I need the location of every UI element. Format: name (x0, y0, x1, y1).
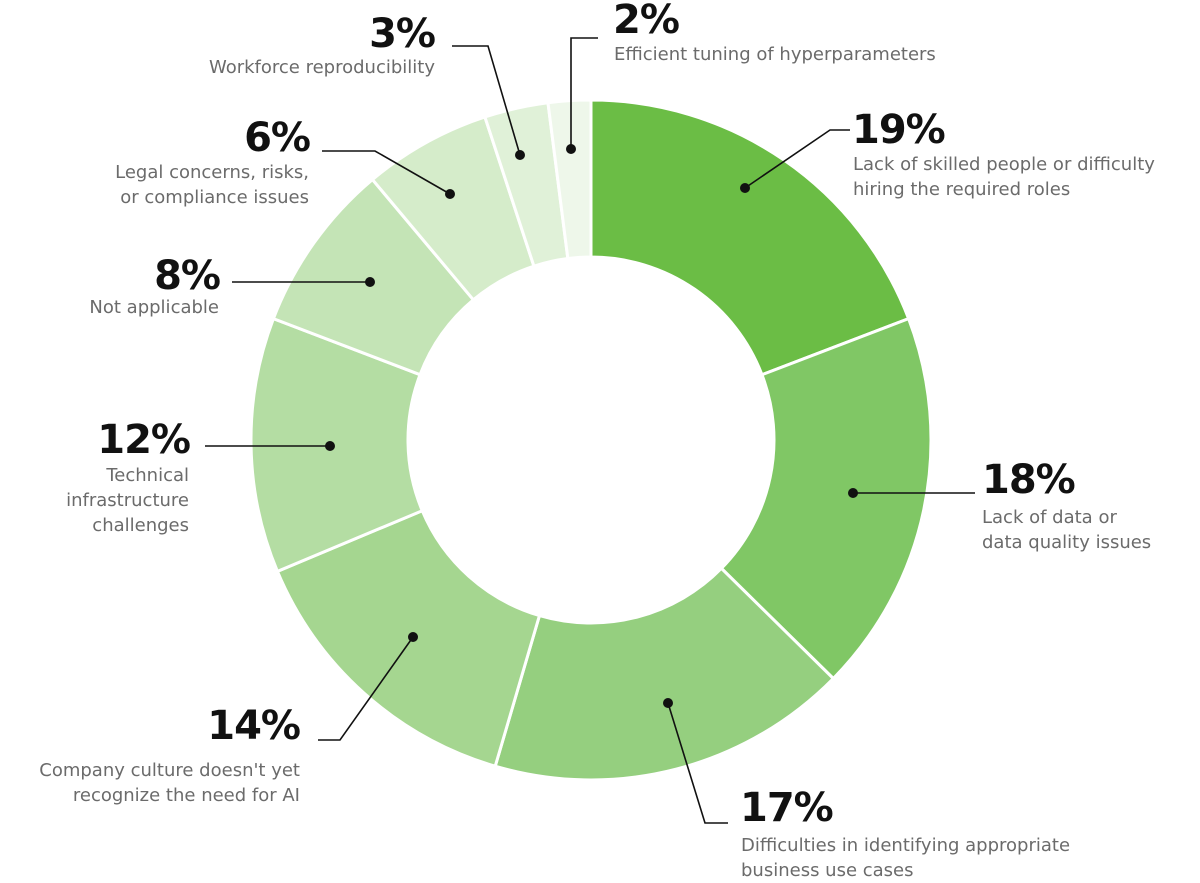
donut-segment-17 (493, 566, 836, 782)
label-17: Difficulties in identifying appropriate … (741, 835, 1071, 881)
pct-2: 2% (613, 0, 680, 43)
label-2: Efficient tuning of hyperparameters (614, 44, 936, 65)
leader-line-6 (322, 150, 451, 195)
leader-dots (325, 144, 858, 708)
pct-6: 6% (244, 115, 311, 161)
donut-segment-2 (546, 98, 593, 261)
pct-17: 17% (740, 785, 834, 831)
pct-14: 14% (207, 703, 301, 749)
pct-12: 12% (97, 417, 191, 463)
leader-line-19 (744, 129, 850, 189)
label-3: Workforce reproducibility (208, 57, 435, 78)
label-18: Lack of data or data quality issues (982, 507, 1152, 553)
donut-segments (249, 98, 933, 782)
label-12: Technical infrastructure challenges (66, 465, 189, 536)
label-19: Lack of skilled people or difficulty hir… (853, 154, 1155, 200)
label-8: Not applicable (89, 297, 219, 318)
donut-segment-18 (719, 316, 933, 681)
label-6: Legal concerns, risks, or compliance iss… (115, 162, 309, 208)
pct-18: 18% (982, 457, 1076, 503)
leader-line-17 (667, 702, 728, 824)
leader-lines (205, 37, 975, 824)
donut-segment-19 (589, 98, 911, 377)
leader-line-2 (570, 37, 598, 149)
label-14: Company culture doesn't yet recognize th… (39, 760, 300, 806)
leader-line-14 (318, 636, 414, 741)
pct-19: 19% (852, 107, 946, 153)
leader-line-3 (452, 45, 521, 156)
pct-8: 8% (154, 253, 221, 299)
pct-3: 3% (369, 11, 436, 57)
